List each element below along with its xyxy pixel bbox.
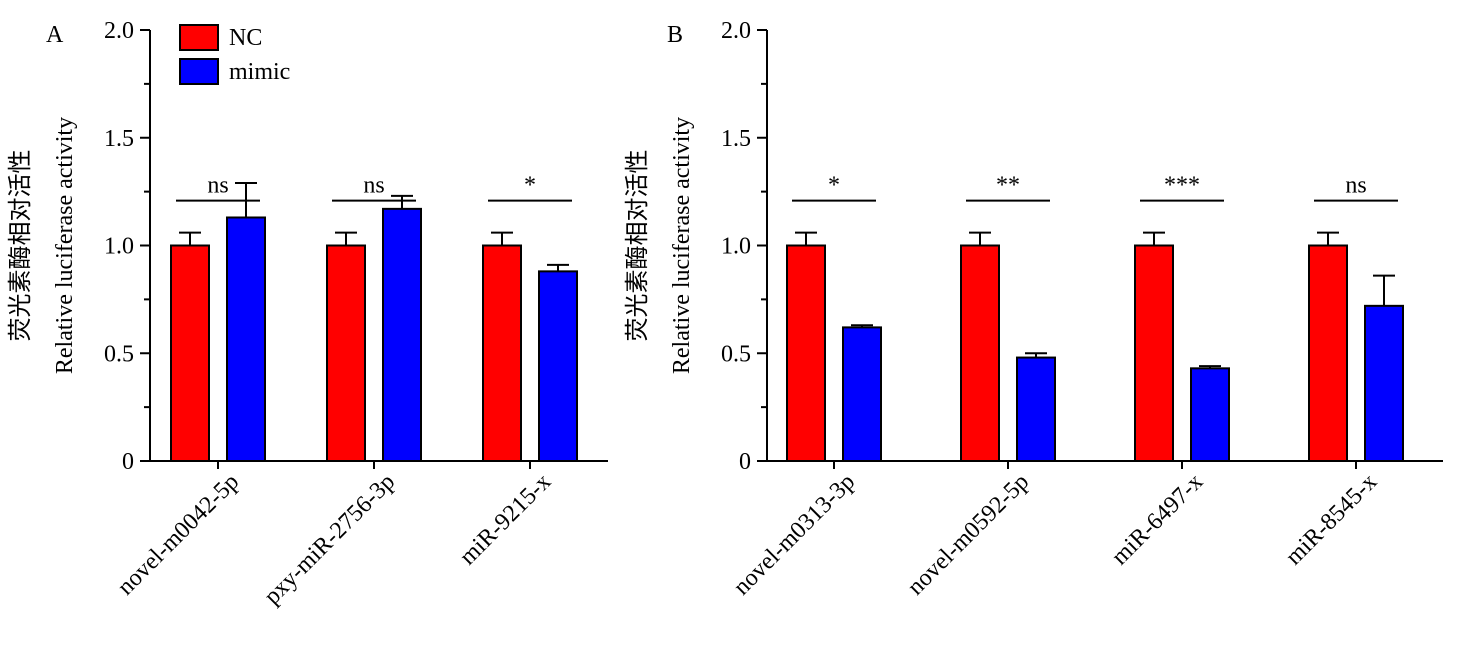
- significance-label: ns: [363, 173, 384, 199]
- legend-swatch-nc: [179, 24, 219, 51]
- x-tick-label: novel-m0313-3p: [729, 469, 861, 601]
- x-tick-label: novel-m0042-5p: [113, 469, 245, 601]
- x-tick-label: miR-9215-x: [455, 469, 556, 570]
- y-tick-label: 0: [122, 449, 134, 475]
- significance-label: ns: [1345, 173, 1366, 199]
- panel-letter: A: [46, 22, 64, 48]
- bar-mimic: [1364, 304, 1404, 462]
- bar-group: ***: [1134, 173, 1230, 462]
- y-tick-label: 1.5: [721, 126, 751, 152]
- panel-b: B 荧光素酶相对活性 Relative luciferase activity 0 0.…: [624, 18, 1443, 600]
- bar-group: ns: [326, 173, 422, 462]
- bar-nc: [170, 244, 210, 462]
- bar-mimic: [842, 326, 882, 463]
- bar-mimic: [1016, 356, 1056, 462]
- bar-mimic: [1190, 367, 1230, 462]
- y-tick-label: 1.5: [104, 126, 134, 152]
- significance-label: *: [524, 173, 536, 199]
- bar-mimic: [226, 216, 266, 462]
- bar-nc: [482, 244, 522, 462]
- significance-label: ***: [1164, 173, 1200, 199]
- bar-nc: [1308, 244, 1348, 462]
- y-tick-label: 2.0: [104, 18, 134, 44]
- x-tick-label: miR-8545-x: [1281, 469, 1382, 570]
- x-tick-label: miR-6497-x: [1107, 469, 1208, 570]
- bar-nc: [786, 244, 826, 462]
- legend-swatch-mimic: [179, 58, 219, 85]
- significance-label: *: [828, 173, 840, 199]
- bar-group: *: [482, 173, 578, 462]
- bar-mimic: [382, 207, 422, 462]
- y-axis-label: Relative luciferase activity: [52, 117, 78, 374]
- y-axis-label-cn: 荧光素酶相对活性: [624, 150, 651, 342]
- legend: NC mimic: [179, 24, 290, 85]
- bar-nc: [326, 244, 366, 462]
- x-tick-label: pxy-miR-2756-3p: [259, 469, 400, 610]
- bar-nc: [1134, 244, 1174, 462]
- y-tick-label: 0: [739, 449, 751, 475]
- legend-label-nc: NC: [229, 25, 262, 51]
- y-axis-label: Relative luciferase activity: [669, 117, 695, 374]
- bar-group: *: [786, 173, 882, 463]
- legend-label-mimic: mimic: [229, 59, 290, 85]
- y-tick-label: 1.0: [721, 234, 751, 260]
- bar-group: ns: [170, 173, 266, 462]
- y-tick-label: 2.0: [721, 18, 751, 44]
- bar-mimic: [538, 270, 578, 462]
- bar-group: **: [960, 173, 1056, 462]
- bar-nc: [960, 244, 1000, 462]
- panel-letter: B: [667, 22, 683, 48]
- bar-group: ns: [1308, 173, 1404, 462]
- y-tick-label: 1.0: [104, 234, 134, 260]
- y-axis-label-cn: 荧光素酶相对活性: [7, 150, 34, 342]
- significance-label: ns: [207, 173, 228, 199]
- x-tick-label: novel-m0592-5p: [903, 469, 1035, 601]
- panel-a: A 荧光素酶相对活性 Relative luciferase activity 0 0.…: [7, 18, 608, 610]
- y-tick-label: 0.5: [721, 341, 751, 367]
- y-tick-label: 0.5: [104, 341, 134, 367]
- significance-label: **: [996, 173, 1020, 199]
